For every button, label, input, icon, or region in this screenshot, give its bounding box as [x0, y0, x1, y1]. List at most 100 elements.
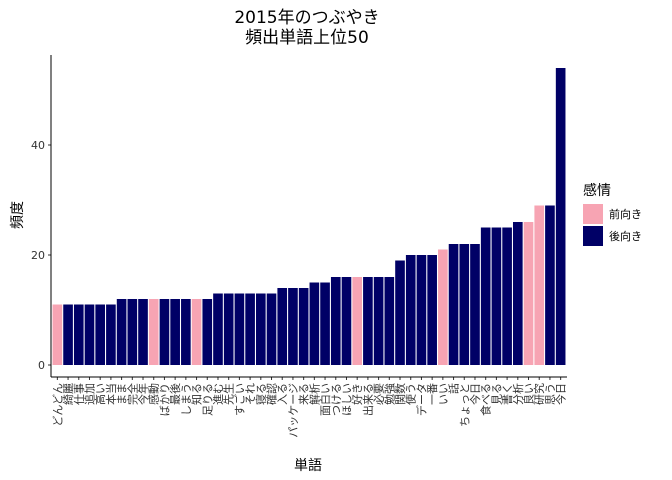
- bar-29: [363, 277, 373, 365]
- x-tick-label: 確認: [265, 383, 279, 405]
- bar-10: [159, 299, 170, 365]
- x-tick-label: 完全: [125, 383, 139, 405]
- bar-15: [213, 293, 223, 365]
- x-tick-label: ばかり: [158, 383, 171, 416]
- bar-16: [223, 293, 234, 365]
- legend: 感情 前向き 後向き: [583, 182, 642, 246]
- bar-21: [277, 288, 288, 365]
- y-ticks-group: 0 20 40: [31, 139, 51, 372]
- bar-24: [309, 282, 320, 365]
- x-tick-label: つける: [330, 383, 343, 416]
- bar-18: [245, 293, 255, 365]
- x-tick-label: 話: [447, 383, 461, 394]
- x-tick-label: 見る: [490, 383, 503, 405]
- bar-11: [170, 299, 180, 365]
- bar-45: [534, 205, 545, 365]
- chart-title-line2: 頻出単語上位50: [245, 28, 369, 48]
- x-tick-label: 使う: [405, 383, 418, 405]
- x-tick-label: 関数: [394, 383, 407, 405]
- bar-13: [191, 299, 202, 365]
- bar-8: [138, 299, 148, 365]
- x-tick-label: 出来る: [361, 383, 375, 416]
- x-tick-label: 追加: [82, 383, 96, 405]
- chart-title-line1: 2015年のつぶやき: [234, 8, 379, 28]
- bar-30: [373, 277, 384, 365]
- bar-32: [395, 260, 405, 365]
- bar-46: [545, 205, 555, 365]
- x-ticks-group: どんどん綺麗仕事追加高い本当まま完全今年感動ばかり最後しまう知る足りる進む先生す…: [51, 377, 568, 438]
- bar-1: [63, 304, 73, 365]
- bar-3: [84, 304, 95, 365]
- x-tick-label: 今年: [136, 383, 150, 405]
- x-tick-label: すごい: [232, 383, 246, 416]
- bar-19: [255, 293, 266, 365]
- x-tick-label: まま: [116, 383, 129, 405]
- x-tick-label: いい: [437, 383, 450, 405]
- bar-34: [416, 255, 427, 365]
- legend-title: 感情: [583, 182, 611, 199]
- x-tick-label: 良い: [522, 383, 536, 405]
- x-tick-label: それ: [244, 383, 257, 405]
- x-tick-label: データ: [414, 383, 428, 416]
- y-tick-label: 40: [31, 139, 45, 152]
- bar-42: [502, 227, 512, 365]
- bar-23: [298, 288, 309, 365]
- legend-label-positive: 前向き: [609, 207, 642, 221]
- bar-12: [181, 299, 191, 365]
- x-tick-label: パッケージ: [287, 383, 300, 438]
- x-tick-label: 一番: [426, 383, 439, 405]
- bar-0: [52, 304, 63, 365]
- legend-swatch-positive: [583, 204, 603, 224]
- bar-14: [202, 299, 213, 365]
- x-tick-label: 必要: [373, 383, 386, 405]
- x-tick-label: 思う: [544, 383, 557, 405]
- bar-20: [266, 293, 277, 365]
- x-tick-label: 入る: [276, 383, 289, 405]
- bar-27: [341, 277, 352, 365]
- x-tick-label: 感動: [147, 383, 161, 405]
- x-tick-label: ちょっと: [458, 383, 471, 427]
- x-tick-label: 高い: [93, 383, 107, 405]
- x-tick-label: 分析: [511, 383, 525, 405]
- bar-25: [320, 282, 330, 365]
- x-tick-label: 最後: [168, 383, 182, 405]
- bar-2: [73, 304, 84, 365]
- x-tick-label: 解析: [307, 383, 321, 405]
- bars-group: [52, 68, 566, 365]
- bar-33: [405, 255, 416, 365]
- bar-38: [459, 244, 470, 365]
- bar-40: [480, 227, 491, 365]
- bar-17: [234, 293, 245, 365]
- x-tick-label: 食べる: [479, 383, 493, 416]
- y-axis-title: 頻度: [10, 201, 26, 229]
- bar-36: [438, 249, 448, 365]
- x-tick-label: 研究: [532, 383, 546, 405]
- bar-37: [448, 244, 459, 365]
- bar-9: [148, 299, 159, 365]
- x-tick-label: 仕事: [73, 383, 86, 405]
- x-tick-label: 勉強: [382, 383, 396, 405]
- bar-4: [95, 304, 106, 365]
- bar-7: [127, 299, 138, 365]
- bar-39: [470, 244, 480, 365]
- bar-31: [384, 277, 395, 365]
- bar-35: [427, 255, 437, 365]
- bar-41: [491, 227, 502, 365]
- x-tick-label: 知る: [190, 383, 204, 405]
- x-tick-label: 本当: [104, 383, 118, 405]
- x-tick-label: 来る: [298, 383, 311, 405]
- y-tick-label: 20: [31, 249, 45, 262]
- bar-44: [523, 222, 534, 365]
- x-axis-title: 単語: [294, 458, 322, 474]
- x-tick-label: 今日: [554, 383, 568, 405]
- bar-26: [330, 277, 341, 365]
- bar-5: [106, 304, 116, 365]
- x-tick-label: ほしい: [340, 383, 353, 416]
- x-tick-label: どんどん: [51, 383, 64, 427]
- y-tick-label: 0: [38, 359, 45, 372]
- bar-28: [352, 277, 363, 365]
- x-tick-label: しまう: [180, 383, 193, 416]
- legend-swatch-negative: [583, 226, 603, 246]
- x-tick-label: 面白い: [318, 383, 332, 416]
